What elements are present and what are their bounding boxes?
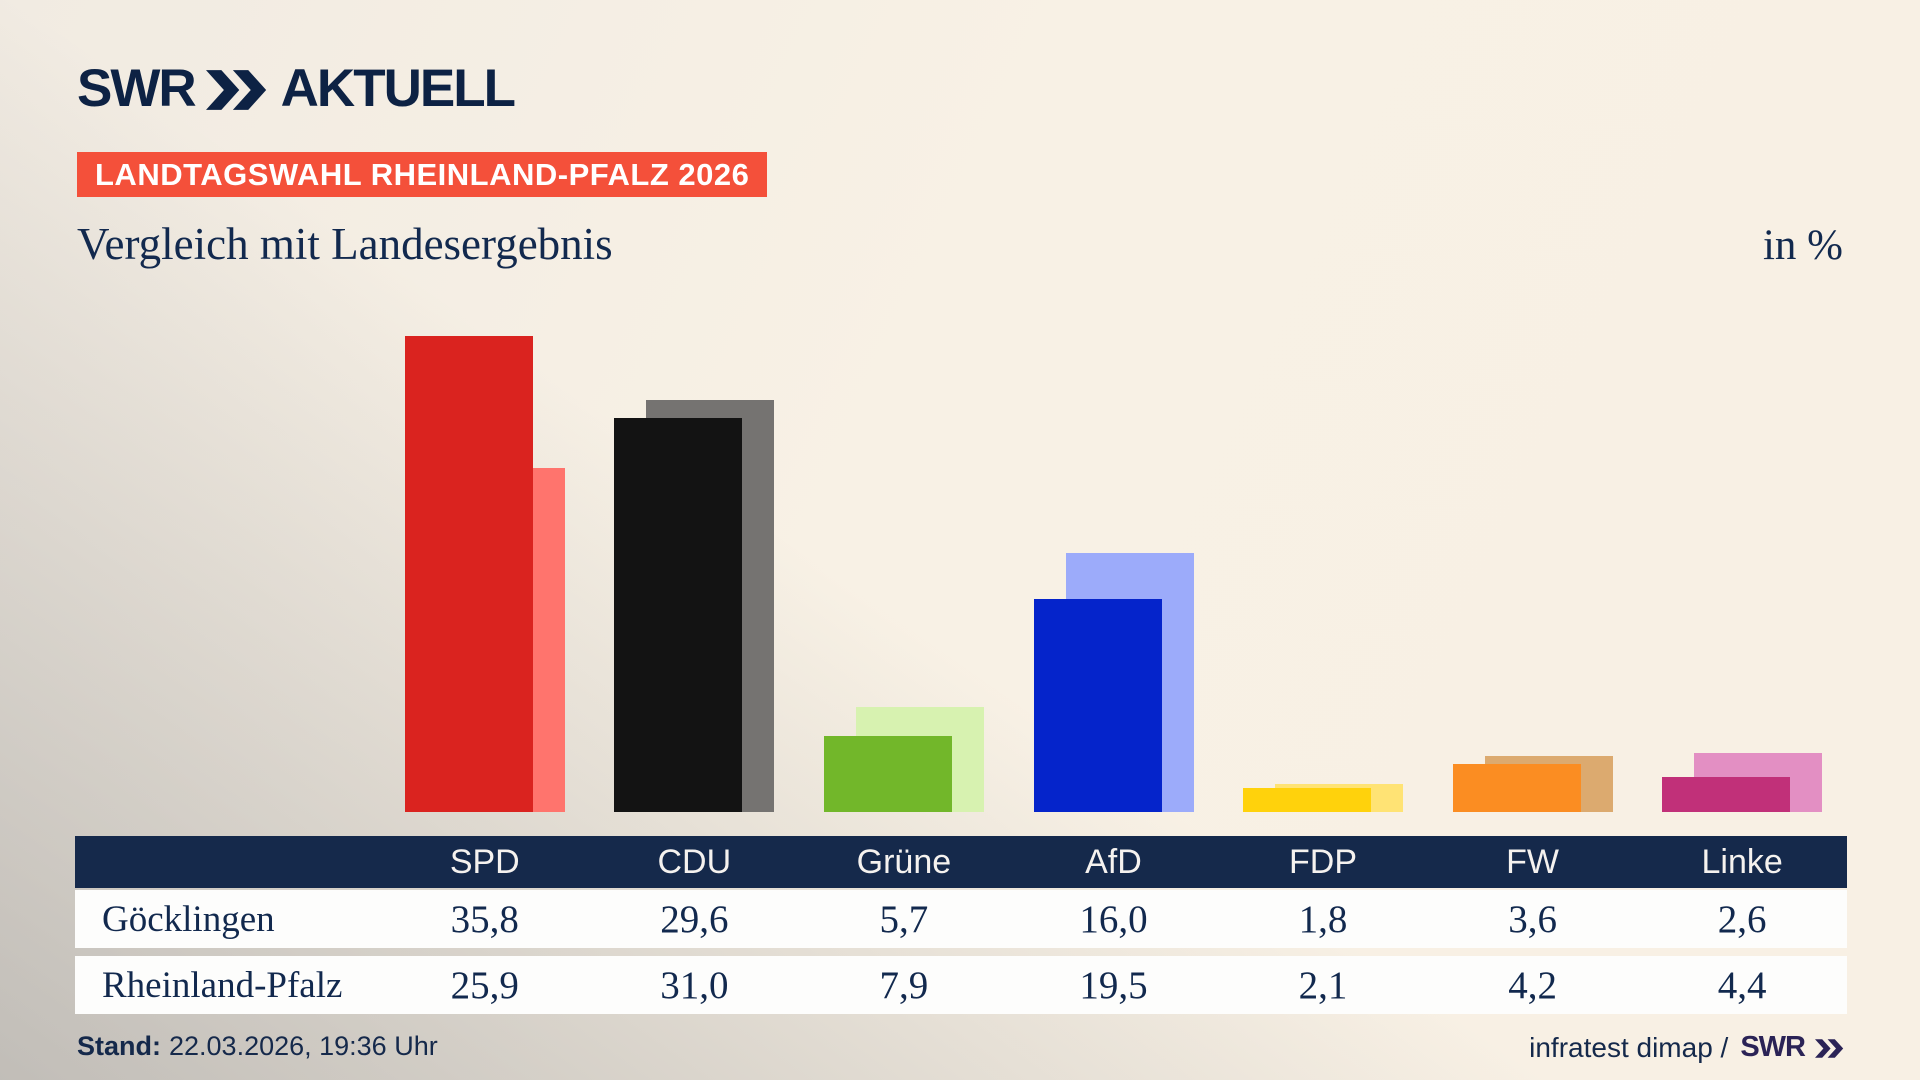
value-FW-Rheinland-Pfalz: 4,2 — [1508, 963, 1557, 1007]
value-AfD-Göcklingen: 16,0 — [1079, 897, 1148, 941]
table-header-spacer — [75, 836, 380, 888]
row-label: Göcklingen — [102, 898, 275, 940]
election-badge: LANDTAGSWAHL RHEINLAND-PFALZ 2026 — [77, 152, 768, 197]
value-FW-Göcklingen: 3,6 — [1508, 897, 1557, 941]
source-text: infratest dimap / — [1529, 1031, 1729, 1063]
bar-municipality-FDP — [1243, 788, 1372, 812]
table-row-state: Rheinland-Pfalz 25,9 31,0 7,9 19,5 2,1 4,2 4,4 — [75, 956, 1847, 1014]
bar-municipality-FW — [1452, 764, 1581, 812]
table-header-FW: FW — [1506, 842, 1560, 881]
source-line: infratest dimap / SWR — [1529, 1031, 1845, 1064]
source-swr-wordmark: SWR — [1740, 1031, 1806, 1063]
bar-municipality-SPD — [404, 336, 533, 812]
table-header-AfD: AfD — [1085, 842, 1142, 881]
value-FDP-Rheinland-Pfalz: 2,1 — [1298, 963, 1348, 1007]
value-Grüne-Göcklingen: 5,7 — [879, 897, 929, 941]
value-CDU-Göcklingen: 29,6 — [660, 897, 729, 941]
value-FDP-Göcklingen: 1,8 — [1298, 897, 1348, 941]
row-label: Rheinland-Pfalz — [102, 964, 343, 1006]
value-Linke-Rheinland-Pfalz: 4,4 — [1717, 963, 1767, 1007]
aktuell-wordmark: AKTUELL — [280, 59, 516, 118]
timestamp-line: Stand: 22.03.2026, 19:36 Uhr — [77, 1031, 438, 1062]
unit-label: in % — [1762, 222, 1843, 269]
value-CDU-Rheinland-Pfalz: 31,0 — [660, 963, 729, 1007]
stand-value: 22.03.2026, 19:36 Uhr — [169, 1031, 438, 1061]
bar-municipality-Grüne — [823, 736, 952, 812]
chart-title: Vergleich mit Landesergebnis — [77, 219, 613, 269]
source-swr-chevron-icon — [1815, 1037, 1845, 1058]
table-header-CDU: CDU — [657, 842, 732, 881]
swr-wordmark: SWR — [77, 59, 197, 118]
table-header-SPD: SPD — [449, 842, 520, 881]
value-SPD-Rheinland-Pfalz: 25,9 — [450, 963, 519, 1007]
table-header-FDP: FDP — [1289, 842, 1358, 881]
value-AfD-Rheinland-Pfalz: 19,5 — [1079, 963, 1148, 1007]
swr-double-chevron-icon — [205, 67, 270, 110]
value-Grüne-Rheinland-Pfalz: 7,9 — [879, 963, 929, 1007]
table-header-row: SPD CDU Grüne AfD FDP FW Linke — [75, 836, 1847, 888]
value-Linke-Göcklingen: 2,6 — [1717, 897, 1767, 941]
results-table: SPD CDU Grüne AfD FDP FW Linke Göcklingen 35,8 2… — [75, 836, 1847, 1014]
table-row-municipality: Göcklingen 35,8 29,6 5,7 16,0 1,8 3,6 2,6 — [75, 890, 1847, 948]
table-header-Grüne: Grüne — [856, 842, 952, 881]
stand-label: Stand: — [77, 1031, 161, 1061]
bar-municipality-Linke — [1662, 777, 1791, 812]
table-header-Linke: Linke — [1701, 842, 1783, 881]
bar-municipality-CDU — [614, 418, 743, 812]
swr-aktuell-logo: SWR AKTUELL — [77, 59, 516, 118]
value-SPD-Göcklingen: 35,8 — [450, 897, 519, 941]
bar-municipality-AfD — [1033, 599, 1162, 812]
title-row: Vergleich mit Landesergebnis in % — [77, 218, 1843, 270]
